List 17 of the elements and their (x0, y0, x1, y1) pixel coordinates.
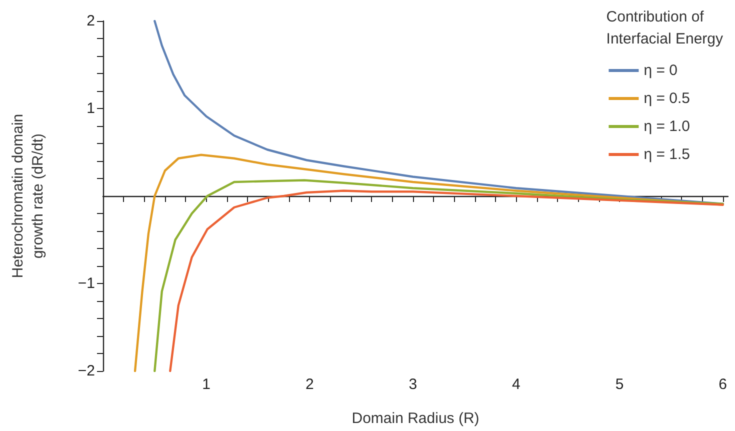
legend-label: η = 1.0 (644, 118, 690, 135)
y-tick-label: 1 (86, 100, 95, 117)
x-tick-label: 3 (408, 376, 418, 393)
legend-title: Contribution of Interfacial Energy (606, 8, 724, 48)
x-tick-label: 5 (615, 376, 624, 393)
legend-label: η = 0.5 (644, 90, 690, 107)
y-axis-title: Heterochromatin domain growth rate (dR/dt) (10, 114, 46, 278)
y-tick-label: −1 (78, 275, 95, 292)
y-tick-label: −2 (78, 362, 95, 380)
x-axis-title: Domain Radius (R) (352, 410, 480, 427)
x-tick-label: 1 (202, 376, 210, 393)
x-tick-label: 2 (305, 376, 314, 393)
legend-label: η = 0 (644, 62, 678, 79)
y-tick-label: 2 (86, 12, 95, 30)
x-tick-label: 4 (512, 376, 520, 393)
legend-label: η = 1.5 (644, 146, 690, 163)
x-tick-label: 6 (718, 376, 728, 393)
